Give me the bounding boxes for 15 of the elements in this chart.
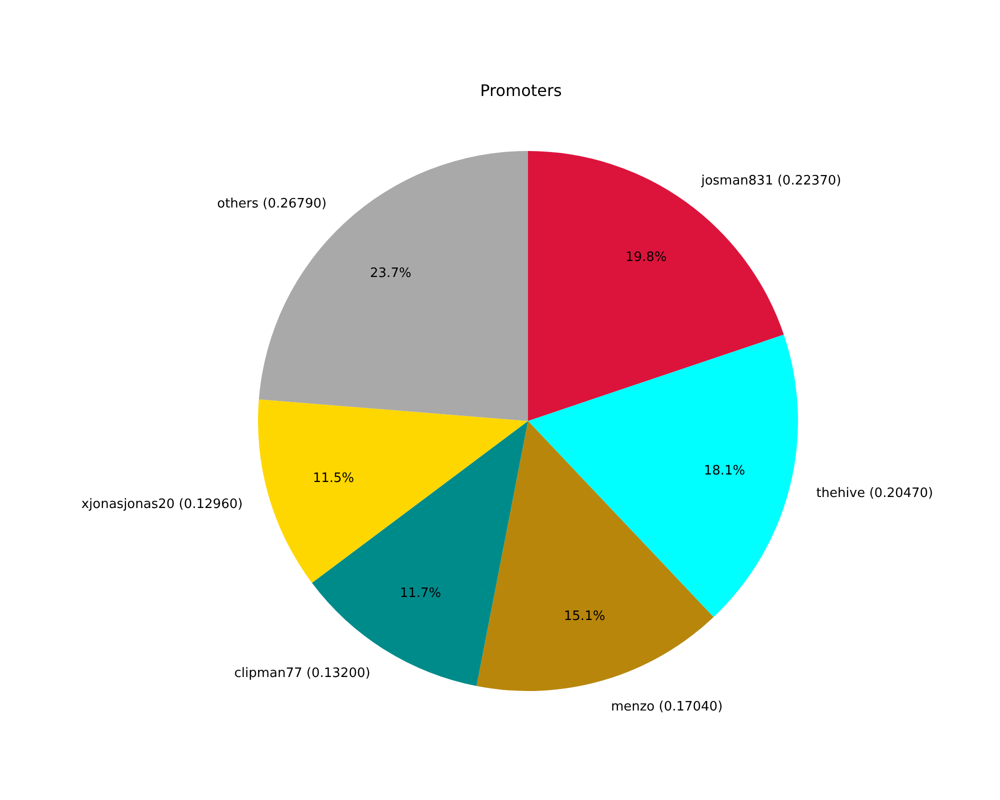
data-label: 19.8% [625,250,667,266]
slice-label: menzo (0.17040) [610,700,723,715]
slice-label: thehive (0.20470) [816,486,934,502]
data-label: 18.1% [704,463,746,478]
slice-label: xjonasjonas20 (0.12960) [81,497,243,512]
pie-slice [258,151,528,421]
data-label: 15.1% [564,608,606,624]
data-label: 23.7% [370,266,412,281]
slice-label: clipman77 (0.13200) [234,666,370,682]
slice-label: josman831 (0.22370) [700,173,842,188]
data-label: 11.5% [312,470,354,486]
data-label: 11.7% [400,586,442,602]
pie-slice [258,399,528,583]
chart-title: Promoters [480,81,562,100]
slice-label: others (0.26790) [217,196,327,212]
